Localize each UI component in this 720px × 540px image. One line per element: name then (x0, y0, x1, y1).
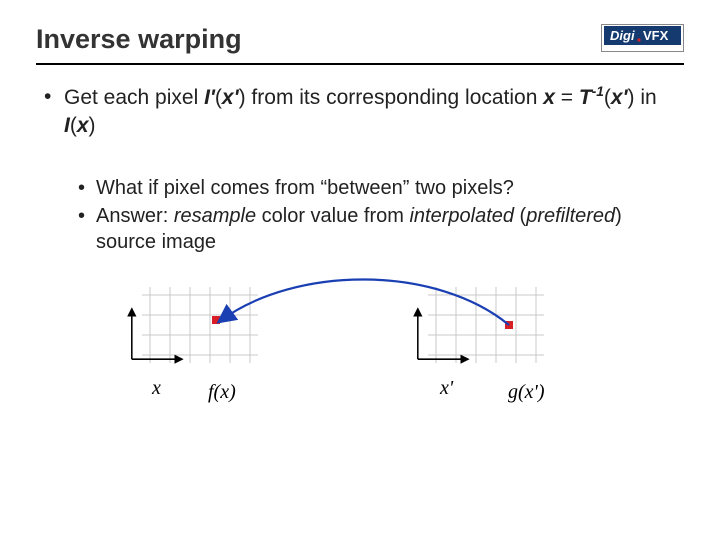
label-xprime: x' (440, 377, 453, 400)
inverse-map-arrow (208, 253, 521, 342)
inverse-warping-diagram: x f(x) x' g(x') (36, 275, 684, 455)
axis-left (126, 303, 188, 370)
label-fx: f(x) (208, 381, 236, 404)
bullet-main: Get each pixel I'(x') from its correspon… (44, 83, 684, 141)
svg-text:Digi: Digi (610, 28, 635, 43)
svg-text:VFX: VFX (643, 28, 669, 43)
slide-title: Inverse warping (36, 24, 242, 55)
title-divider (36, 63, 684, 65)
label-x: x (152, 377, 161, 400)
logo-frame: Digi VFX (601, 24, 684, 52)
bullet-sub-question: What if pixel comes from “between” two p… (78, 175, 684, 201)
bullet-sub-answer: Answer: resample color value from interp… (78, 203, 684, 255)
digivfx-logo: Digi VFX (604, 26, 681, 45)
label-gxprime: g(x') (508, 381, 544, 404)
